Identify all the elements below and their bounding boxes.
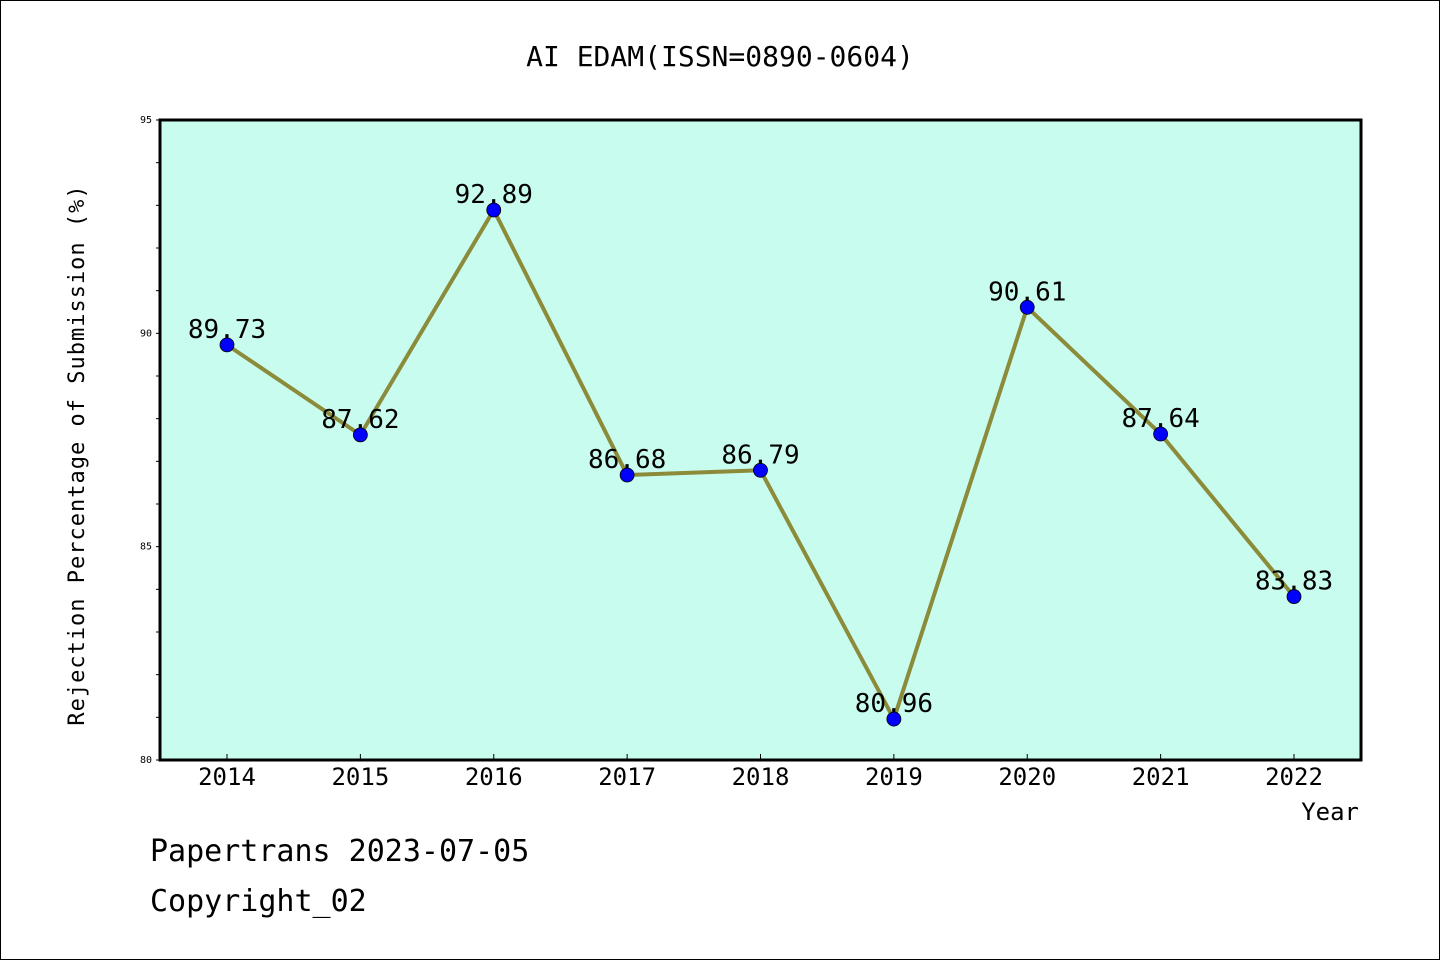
y-axis-label: Rejection Percentage of Submission (%) xyxy=(65,184,90,725)
axis-ticks: 80 85 90 95 2014 2015 2016 2017 2018 2019 2020 2021… xyxy=(140,115,1323,791)
data-point xyxy=(352,427,368,443)
data-point xyxy=(886,711,902,727)
y-tick-label: 80 xyxy=(140,755,152,766)
data-label: 83.83 xyxy=(1255,567,1333,597)
plot-border xyxy=(158,118,1363,762)
data-label: 87.64 xyxy=(1121,404,1199,434)
x-tick-label: 2016 xyxy=(465,763,523,791)
data-point xyxy=(1286,589,1302,604)
footer-copyright: Copyright_02 xyxy=(150,884,367,919)
y-tick-label: 95 xyxy=(140,115,152,126)
x-tick-label: 2015 xyxy=(331,763,389,791)
x-tick-label: 2017 xyxy=(598,763,656,791)
x-tick-label: 2019 xyxy=(865,763,923,791)
x-tick-label: 2018 xyxy=(732,763,790,791)
data-point xyxy=(1019,299,1035,315)
x-axis-label: Year xyxy=(1301,798,1359,826)
x-tick-label: 2020 xyxy=(998,763,1056,791)
data-point xyxy=(1153,426,1169,442)
data-label: 87.62 xyxy=(321,405,399,435)
data-point xyxy=(619,467,635,483)
x-tick-label: 2022 xyxy=(1265,763,1323,791)
y-tick-label: 90 xyxy=(140,328,152,339)
y-tick-label: 85 xyxy=(140,542,152,553)
chart-title: AI EDAM(ISSN=0890-0604) xyxy=(526,40,914,73)
series-layer: 89.73 87.62 92.89 86.68 86.79 80.96 90.61 87.64… xyxy=(188,180,1333,727)
data-label: 92.89 xyxy=(455,180,533,210)
data-point xyxy=(486,202,502,218)
data-label: 86.79 xyxy=(721,440,799,470)
data-label: 90.61 xyxy=(988,277,1066,307)
x-tick-label: 2014 xyxy=(198,763,256,791)
data-label: 80.96 xyxy=(855,689,933,719)
data-point xyxy=(219,337,235,353)
data-label: 86.68 xyxy=(588,445,666,475)
x-tick-label: 2021 xyxy=(1132,763,1190,791)
data-label: 89.73 xyxy=(188,315,266,345)
data-point xyxy=(753,462,768,478)
footer-source: Papertrans 2023-07-05 xyxy=(150,834,530,869)
